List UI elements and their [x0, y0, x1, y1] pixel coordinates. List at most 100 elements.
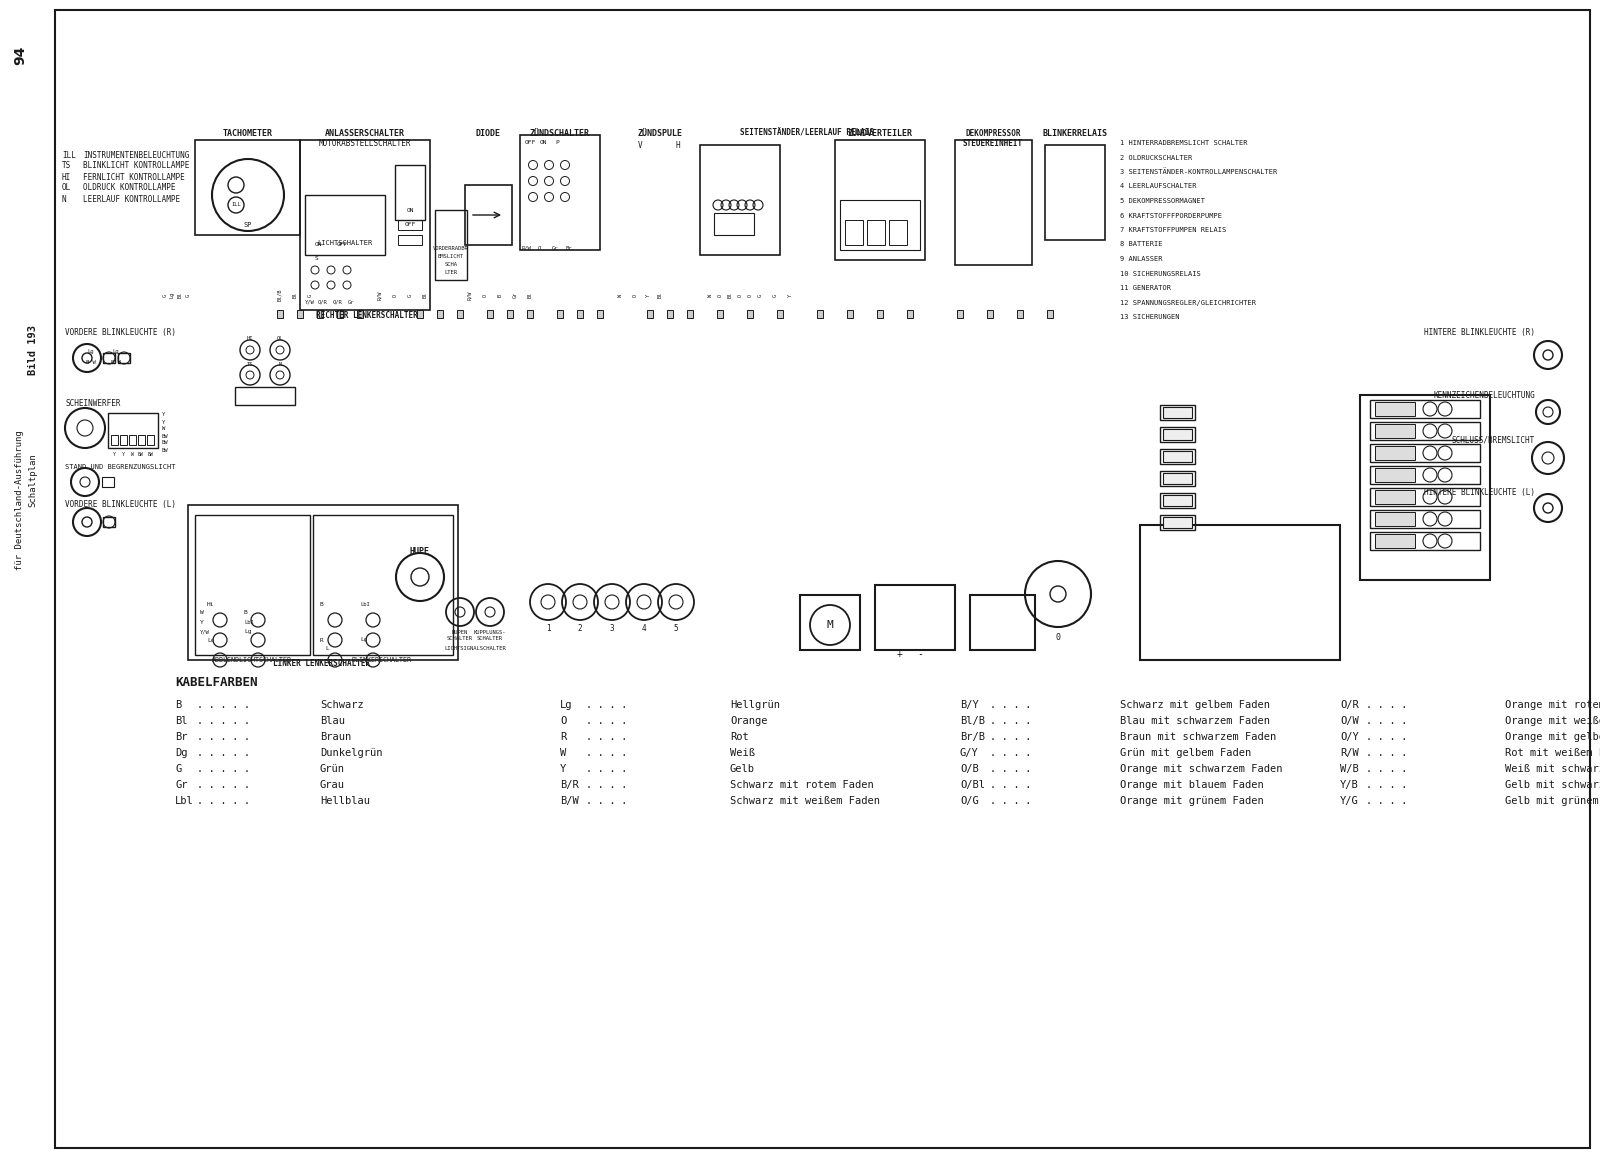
Text: R/W: R/W	[1341, 748, 1358, 758]
Text: B: B	[320, 601, 323, 607]
Bar	[701, 145, 781, 255]
Text: Dg: Dg	[174, 748, 187, 758]
Bar	[1370, 532, 1480, 550]
Text: 11 GENERATOR: 11 GENERATOR	[1120, 285, 1171, 291]
Text: B W: B W	[86, 359, 96, 365]
Text: VORDERE BLINKLEUCHTE (L): VORDERE BLINKLEUCHTE (L)	[66, 500, 176, 510]
Bar	[987, 310, 994, 318]
Text: Orange mit rotem Faden: Orange mit rotem Faden	[1506, 699, 1600, 710]
Text: Y: Y	[112, 453, 115, 457]
Text: Hi: Hi	[206, 601, 214, 607]
Bar	[1370, 466, 1480, 484]
Bar	[1045, 145, 1106, 240]
Bar	[1160, 405, 1195, 420]
Text: KENNZEICHENBELEUCHTUNG: KENNZEICHENBELEUCHTUNG	[1434, 390, 1534, 400]
Bar	[435, 210, 467, 280]
Bar	[120, 435, 126, 445]
Text: . . . .: . . . .	[586, 764, 627, 774]
Bar	[957, 310, 963, 318]
Bar	[235, 387, 294, 405]
Text: 5 DEKOMPRESSORMAGNET: 5 DEKOMPRESSORMAGNET	[1120, 198, 1205, 204]
Text: LINKER LENKERSCHALTER: LINKER LENKERSCHALTER	[274, 659, 371, 667]
Text: OL: OL	[277, 337, 283, 342]
Text: ZÜNDSCHALTER: ZÜNDSCHALTER	[530, 129, 590, 138]
Text: O/B: O/B	[960, 764, 979, 774]
Text: Hellblau: Hellblau	[320, 796, 370, 806]
Text: Y: Y	[787, 293, 792, 296]
Text: O/R: O/R	[318, 300, 328, 305]
Bar	[458, 310, 462, 318]
Text: Y: Y	[162, 412, 165, 418]
Text: BW: BW	[162, 447, 168, 453]
Text: . . . .: . . . .	[990, 748, 1030, 758]
Text: . . . .: . . . .	[990, 716, 1030, 726]
Text: 0: 0	[1056, 632, 1061, 642]
Text: BLINKERRELAIS: BLINKERRELAIS	[1043, 129, 1107, 138]
Text: OLDRUCK KONTROLLAMPE: OLDRUCK KONTROLLAMPE	[83, 183, 176, 192]
Text: Grau: Grau	[320, 780, 346, 790]
Bar	[1374, 534, 1414, 548]
Bar	[1374, 424, 1414, 438]
Text: SEITENSTÄNDER/LEERLAUF RELAIS: SEITENSTÄNDER/LEERLAUF RELAIS	[739, 129, 874, 138]
Bar	[1374, 490, 1414, 504]
Bar	[102, 516, 115, 527]
Text: OL: OL	[62, 183, 72, 192]
Text: EMSLICHT: EMSLICHT	[438, 254, 464, 258]
Text: Schwarz mit gelbem Faden: Schwarz mit gelbem Faden	[1120, 699, 1270, 710]
Text: Gr: Gr	[349, 300, 355, 305]
Text: Orange mit weißem Faden: Orange mit weißem Faden	[1506, 716, 1600, 726]
Text: LICHTSIGNALSCHALTER: LICHTSIGNALSCHALTER	[445, 645, 506, 651]
Text: BW: BW	[162, 433, 168, 439]
Text: Gelb mit grünem Faden: Gelb mit grünem Faden	[1506, 796, 1600, 806]
Text: Bl: Bl	[293, 292, 298, 298]
Text: . . . .: . . . .	[990, 764, 1030, 774]
Text: . . . .: . . . .	[1366, 748, 1406, 758]
Text: Orange mit gelbem Faden: Orange mit gelbem Faden	[1506, 732, 1600, 742]
Text: für Deutschland-Ausführung: für Deutschland-Ausführung	[16, 430, 24, 570]
Text: Bl: Bl	[178, 292, 182, 298]
Text: 5: 5	[674, 624, 678, 633]
Text: W: W	[131, 453, 133, 457]
Text: Gelb mit schwarzem Faden: Gelb mit schwarzem Faden	[1506, 780, 1600, 790]
Text: BLINKLICHT KONTROLLAMPE: BLINKLICHT KONTROLLAMPE	[83, 161, 189, 170]
Text: W: W	[200, 609, 203, 615]
Bar	[667, 310, 674, 318]
Bar	[877, 310, 883, 318]
Text: LICHTSCHALTER: LICHTSCHALTER	[317, 240, 373, 245]
Text: DIODE: DIODE	[475, 129, 501, 138]
Text: R: R	[320, 638, 323, 643]
Bar	[520, 135, 600, 250]
Text: LbI: LbI	[243, 620, 254, 624]
Bar	[955, 140, 1032, 265]
Text: Y/W: Y/W	[306, 300, 315, 305]
Bar	[102, 353, 115, 362]
Bar	[1163, 472, 1192, 484]
Text: O: O	[392, 293, 397, 296]
Text: ABBLENDLICHTSCHALTER: ABBLENDLICHTSCHALTER	[211, 657, 291, 664]
Text: 3: 3	[610, 624, 614, 633]
Bar	[306, 195, 386, 255]
Text: B W: B W	[110, 359, 122, 365]
Bar	[875, 585, 955, 650]
Bar	[1374, 468, 1414, 482]
Text: Orange mit schwarzem Faden: Orange mit schwarzem Faden	[1120, 764, 1283, 774]
Bar	[597, 310, 603, 318]
Bar	[1163, 428, 1192, 440]
Text: SCHEINWERFER: SCHEINWERFER	[66, 398, 120, 408]
Text: Schwarz mit rotem Faden: Schwarz mit rotem Faden	[730, 780, 874, 790]
Text: L: L	[325, 645, 328, 651]
Text: ILL: ILL	[230, 203, 242, 207]
Text: Weiß: Weiß	[730, 748, 755, 758]
Text: P: P	[555, 139, 558, 145]
Bar	[1160, 515, 1195, 530]
Text: Rot mit weißem Faden: Rot mit weißem Faden	[1506, 748, 1600, 758]
Text: . . . . .: . . . . .	[197, 699, 250, 710]
Bar	[578, 310, 582, 318]
Text: 94: 94	[13, 45, 27, 65]
Text: Y: Y	[645, 293, 651, 296]
Text: Br: Br	[174, 732, 187, 742]
Text: Bl/B: Bl/B	[277, 288, 283, 301]
Bar	[418, 310, 422, 318]
Bar	[195, 515, 310, 655]
Bar	[800, 595, 861, 650]
